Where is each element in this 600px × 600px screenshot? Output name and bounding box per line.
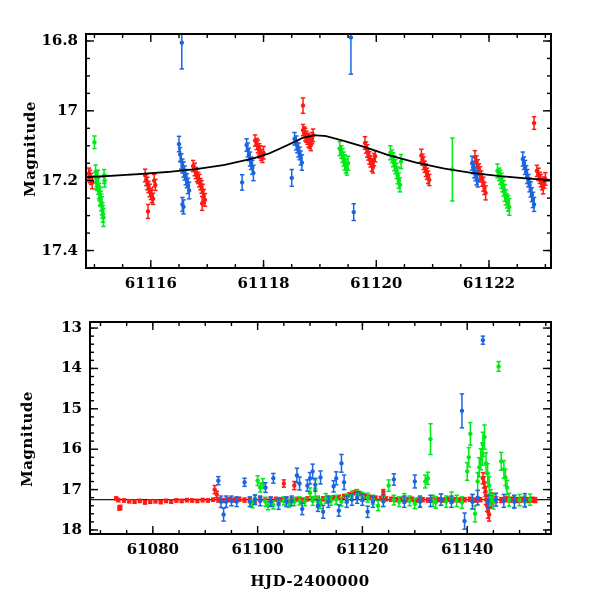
ytick-label: 17.2 [41, 170, 78, 189]
series-blue [176, 34, 537, 222]
xaxis-label: HJD-2400000 [250, 572, 370, 590]
ytick-label: 17 [57, 100, 78, 119]
ytick-label: 17 [61, 479, 82, 498]
xtick-label: 61080 [126, 540, 179, 558]
ytick-label: 18 [61, 519, 82, 538]
xtick-label: 61140 [441, 540, 494, 558]
xtick-label: 61122 [462, 274, 516, 292]
ytick-label: 15 [61, 398, 82, 417]
top-panel-plot [85, 33, 552, 269]
series-blue [216, 335, 528, 530]
xtick-label: 61116 [124, 274, 177, 292]
ytick-label: 16 [61, 439, 82, 458]
ytick-label: 13 [61, 318, 82, 337]
ytick-label: 17.4 [41, 240, 78, 259]
series-green [92, 135, 512, 228]
bottom-panel-plot [89, 321, 552, 535]
ytick-label: 16.8 [41, 30, 78, 49]
series-red [86, 97, 548, 220]
ytick-label: 14 [61, 358, 82, 377]
xtick-label: 61120 [350, 274, 403, 292]
xtick-label: 61100 [231, 540, 284, 558]
xtick-label: 61118 [237, 274, 290, 292]
top-panel: Magnitude 61116 61118 61120 61122 16.8 17 17.2… [21, 30, 552, 292]
bottom-panel: Magnitude HJD-2400000 61080 61100 61120 611… [0, 300, 600, 600]
xtick-label: 61120 [336, 540, 389, 558]
